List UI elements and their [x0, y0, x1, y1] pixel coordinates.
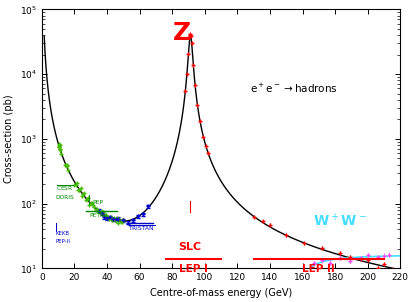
Text: e$^+$e$^-$$\rightarrow$hadrons: e$^+$e$^-$$\rightarrow$hadrons	[250, 82, 338, 95]
Text: PETRA: PETRA	[89, 213, 108, 218]
Text: PEP: PEP	[92, 200, 103, 205]
Text: DORIS: DORIS	[56, 195, 74, 200]
Y-axis label: Cross-section (pb): Cross-section (pb)	[4, 95, 14, 183]
Text: PEP-II: PEP-II	[56, 239, 71, 244]
Text: $\overline{\rm TRISTAN}$: $\overline{\rm TRISTAN}$	[128, 224, 155, 233]
Text: LEP I: LEP I	[179, 265, 208, 275]
Text: W$^+$W$^-$: W$^+$W$^-$	[313, 212, 367, 229]
Text: KEKB: KEKB	[56, 231, 70, 236]
Text: SLC: SLC	[178, 242, 202, 252]
Text: Z: Z	[173, 21, 191, 45]
Text: LEP II: LEP II	[302, 265, 335, 275]
X-axis label: Centre-of-mass energy (GeV): Centre-of-mass energy (GeV)	[150, 288, 292, 298]
Text: $\overline{\rm CESR}$: $\overline{\rm CESR}$	[56, 183, 73, 193]
